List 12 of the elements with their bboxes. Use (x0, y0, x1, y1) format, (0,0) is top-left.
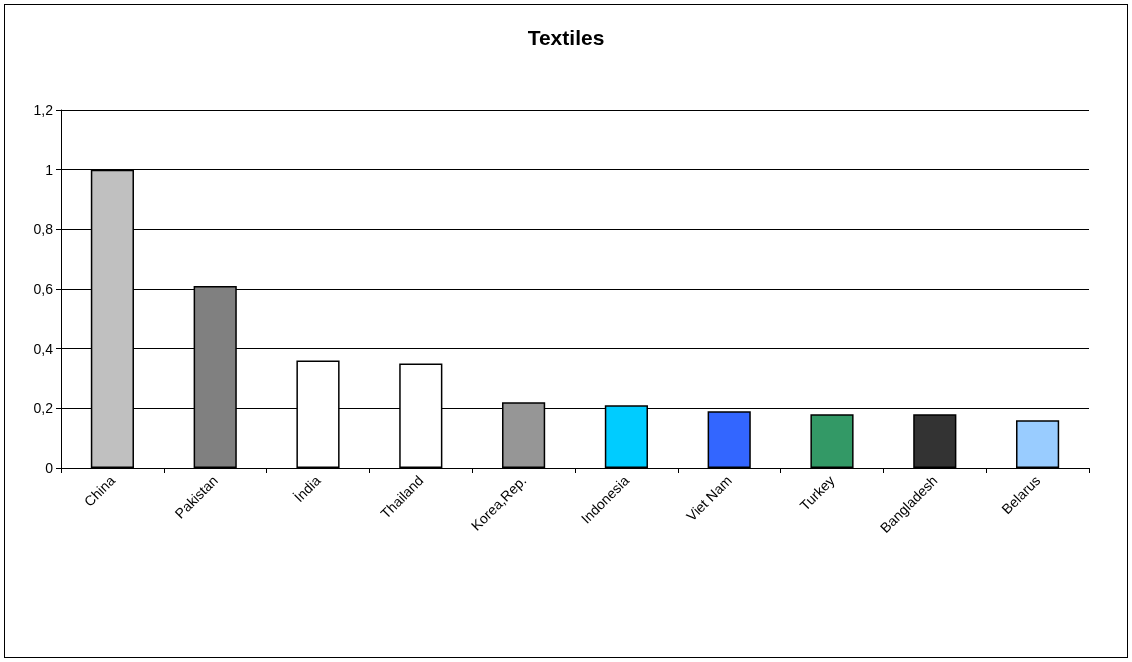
chart-title: Textiles (527, 26, 605, 49)
y-tick-label: 1 (45, 161, 54, 178)
bar (810, 414, 854, 468)
bar (1016, 420, 1060, 468)
bar (913, 414, 957, 468)
y-tick-label: 0,4 (33, 340, 54, 357)
bar (707, 411, 751, 468)
y-tick-label: 0 (45, 460, 54, 476)
y-tick-label: 1,2 (33, 102, 54, 118)
y-tick-label: 0,6 (33, 281, 54, 297)
y-tick-label: 0,2 (33, 400, 54, 417)
y-tick-label: 0,8 (33, 221, 54, 238)
